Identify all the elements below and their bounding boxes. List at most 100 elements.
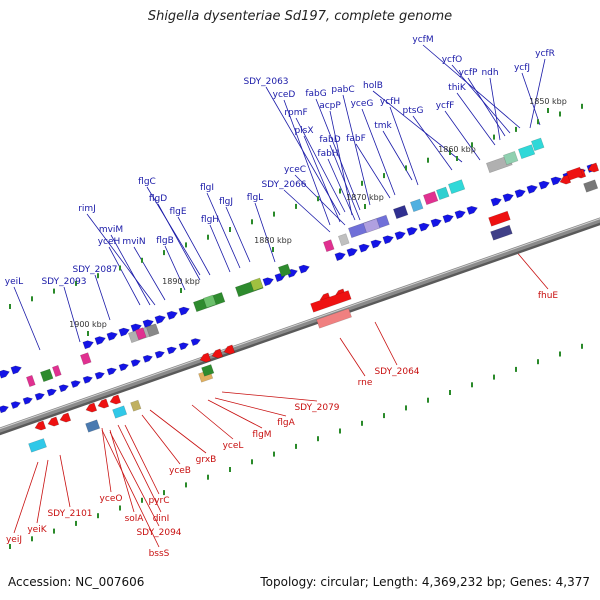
forward-gene-arrow — [442, 214, 454, 224]
feature-box — [79, 352, 92, 366]
forward-gene-arrow-shape — [142, 319, 154, 329]
feature-box-shape — [51, 364, 62, 378]
forward-gene-label: SDY_2093 — [41, 277, 86, 287]
label-leader-line — [294, 174, 346, 226]
forward-gene-label: ycfM — [412, 35, 433, 45]
label-leader-line — [327, 158, 356, 221]
forward-gene-arrow — [490, 197, 502, 207]
label-leader-line — [254, 202, 276, 263]
forward-gene-arrow — [430, 218, 442, 228]
forward-gene-arrow-shape — [190, 338, 202, 347]
label-leader-line — [149, 409, 207, 454]
forward-gene-arrow-shape — [106, 367, 118, 376]
reverse-gene-arrow — [97, 398, 110, 409]
reverse-gene-arrow — [199, 352, 212, 363]
forward-gene-arrow — [334, 252, 346, 262]
label-leader-line — [361, 108, 396, 196]
forward-gene-arrow — [166, 346, 178, 355]
feature-box-shape — [447, 179, 466, 195]
feature-box — [28, 438, 47, 453]
forward-gene-arrow-shape — [118, 363, 130, 372]
forward-gene-arrow-shape — [130, 323, 142, 333]
forward-gene-arrow-shape — [178, 306, 190, 316]
forward-gene-label: mviM — [99, 225, 123, 235]
forward-gene-label: yceC — [284, 165, 306, 175]
forward-gene-arrow-shape — [94, 371, 106, 380]
label-leader-line — [101, 427, 112, 493]
feature-box — [130, 399, 142, 412]
kbp-marker-label: 1890 kbp — [162, 277, 200, 286]
forward-gene-label: yceG — [351, 99, 374, 109]
feature-box-shape — [202, 294, 217, 309]
feature-box — [435, 186, 450, 201]
reverse-gene-arrow — [85, 402, 98, 413]
forward-gene-arrow-shape — [118, 327, 130, 337]
forward-gene-arrow — [118, 327, 130, 337]
label-leader-line — [209, 224, 231, 273]
label-leader-line — [295, 117, 346, 213]
label-leader-line — [329, 144, 361, 221]
label-leader-line — [489, 77, 501, 141]
feature-box — [583, 179, 599, 193]
label-leader-line — [59, 454, 71, 508]
forward-gene-arrow-shape — [514, 189, 526, 199]
forward-gene-arrow-shape — [154, 315, 166, 325]
label-leader-line — [456, 92, 496, 146]
forward-gene-arrow-shape — [406, 226, 418, 236]
forward-gene-arrow-shape — [154, 350, 166, 359]
forward-gene-label: flgC — [138, 177, 156, 187]
forward-gene-arrow — [70, 380, 82, 389]
feature-box-shape — [145, 323, 160, 338]
forward-gene-arrow — [178, 342, 190, 351]
reverse-gene-arrow — [587, 162, 600, 173]
forward-gene-arrow — [46, 388, 58, 397]
label-leader-line — [191, 404, 234, 440]
label-leader-line — [108, 246, 141, 306]
label-leader-line — [342, 94, 371, 206]
forward-gene-label: flgL — [247, 193, 263, 203]
forward-gene-label: ndh — [481, 68, 498, 78]
map-title: Shigella dysenteriae Sd197, complete gen… — [147, 9, 453, 24]
forward-gene-arrow-shape — [466, 205, 478, 215]
genome-backbone — [0, 217, 600, 436]
feature-box-shape — [112, 405, 128, 419]
forward-gene-arrow-shape — [442, 214, 454, 224]
forward-gene-arrow — [130, 323, 142, 333]
forward-gene-arrow — [154, 350, 166, 359]
feature-box — [422, 190, 439, 206]
label-leader-line — [412, 115, 453, 171]
feature-box — [517, 144, 536, 160]
forward-gene-arrow — [466, 205, 478, 215]
forward-gene-arrow-shape — [22, 396, 34, 405]
forward-gene-arrow-shape — [166, 346, 178, 355]
feature-box-shape — [490, 224, 513, 241]
feature-box — [316, 308, 352, 329]
label-leader-line — [422, 44, 521, 129]
forward-gene-arrow-shape — [34, 392, 46, 401]
forward-gene-label: ycfH — [380, 97, 400, 107]
forward-gene-label: SDY_2087 — [72, 265, 117, 275]
feature-box — [249, 277, 264, 292]
forward-gene-arrow-shape — [58, 384, 70, 393]
forward-gene-label: flgD — [149, 194, 167, 204]
feature-box — [202, 294, 217, 309]
forward-gene-arrow-shape — [178, 342, 190, 351]
forward-gene-arrow-shape — [46, 388, 58, 397]
forward-gene-label: ycfJ — [514, 63, 530, 73]
kbp-marker-label: 1850 kbp — [529, 97, 567, 106]
forward-gene-arrow-shape — [502, 193, 514, 203]
label-leader-line — [303, 135, 341, 223]
label-leader-line — [101, 429, 160, 548]
label-leader-line — [124, 424, 160, 495]
label-leader-line — [283, 189, 331, 233]
forward-gene-arrow — [550, 176, 562, 186]
forward-gene-arrow-shape — [538, 180, 550, 190]
forward-gene-arrow — [406, 226, 418, 236]
feature-box-shape — [409, 198, 424, 213]
feature-box-shape — [488, 210, 511, 227]
forward-gene-arrow — [0, 405, 10, 414]
forward-gene-label: SDY_2063 — [243, 77, 288, 87]
forward-gene-arrow — [454, 210, 466, 220]
forward-gene-arrow — [94, 336, 106, 346]
forward-gene-arrow-shape — [526, 184, 538, 194]
